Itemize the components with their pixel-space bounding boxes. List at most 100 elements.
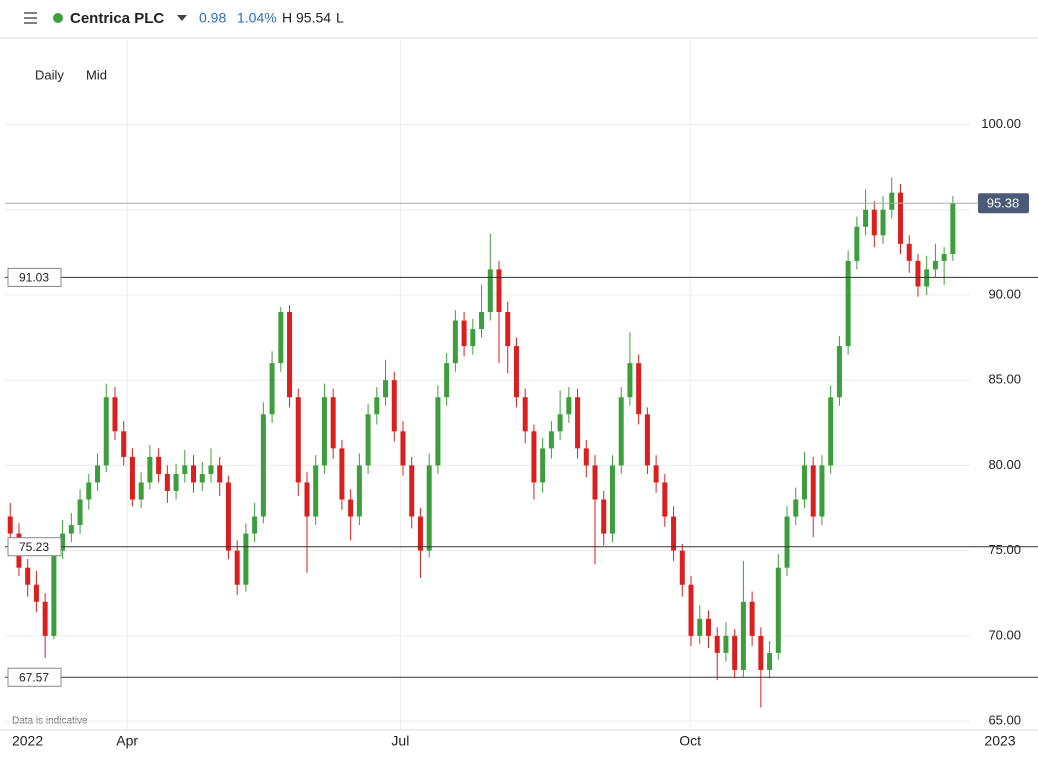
candle-body [33, 584, 39, 602]
candle-body [147, 456, 153, 483]
candle-body [400, 431, 406, 466]
candle-body [7, 516, 13, 534]
candle-body [278, 312, 284, 364]
candle-body [348, 499, 354, 517]
candle-body [714, 635, 720, 653]
price-type-button[interactable]: Mid [86, 67, 107, 82]
candle-body [95, 465, 101, 483]
candle-body [740, 601, 746, 670]
x-tick-label: 2023 [984, 733, 1015, 749]
candle-body [260, 414, 266, 517]
candle-body [269, 363, 275, 415]
candle-body [801, 465, 807, 500]
candle-body [871, 209, 877, 236]
candle-body [889, 192, 895, 210]
candle-body [557, 414, 563, 432]
candle-body [138, 482, 144, 500]
candle-body [836, 346, 842, 398]
candle-body [784, 516, 790, 568]
candle-body [732, 635, 738, 670]
candle-body [452, 320, 458, 364]
candle-body [435, 397, 441, 466]
candle-body [199, 473, 205, 483]
candle-body [243, 533, 249, 585]
candle-body [705, 618, 711, 636]
candle-body [671, 516, 677, 551]
candle-body [618, 397, 624, 466]
candle-body [810, 465, 816, 517]
high: H 95.54 [282, 10, 331, 26]
candle-body [374, 397, 380, 415]
candle-body [854, 226, 860, 261]
change: 0.98 [199, 10, 226, 26]
candle-body [426, 465, 432, 551]
candle-body [583, 448, 589, 466]
candle-body [915, 260, 921, 287]
level-label-box [7, 667, 62, 687]
candle-body [470, 329, 476, 347]
candle-body [601, 499, 607, 534]
candle-body [68, 525, 74, 534]
candle-body [77, 499, 83, 526]
y-tick-label: 80.00 [988, 457, 1021, 472]
status-dot [53, 13, 63, 23]
candle-body [627, 363, 633, 398]
y-tick-label: 75.00 [988, 542, 1021, 557]
candle-body [42, 601, 48, 636]
y-tick-label: 70.00 [988, 627, 1021, 642]
candle-body [679, 550, 685, 585]
candle-body [173, 473, 179, 491]
candle-body [112, 397, 118, 432]
level-label: 67.57 [19, 670, 49, 684]
candle-body [156, 456, 162, 474]
candle-body [234, 550, 240, 585]
candle-body [932, 260, 938, 270]
y-tick-label: 65.00 [988, 713, 1021, 728]
candle-body [339, 448, 345, 500]
candle-body [793, 499, 799, 517]
candle-body [505, 312, 511, 347]
menu-icon[interactable] [24, 12, 37, 24]
candle-body [767, 652, 773, 670]
low: L [336, 10, 344, 26]
candle-body [566, 397, 572, 415]
candle-body [25, 567, 31, 585]
level-label: 75.23 [19, 540, 49, 554]
candle-body [723, 635, 729, 653]
candle-body [208, 465, 214, 474]
candle-body [845, 260, 851, 347]
candle-body [121, 431, 127, 457]
candle-body [461, 320, 467, 347]
candle-body [365, 414, 371, 466]
candle-body [644, 414, 650, 466]
instrument-name[interactable]: Centrica PLC [70, 10, 164, 27]
candle-body [86, 482, 92, 500]
candle-body [828, 397, 834, 466]
dropdown-arrow[interactable] [177, 15, 187, 21]
candle-body [575, 397, 581, 449]
candle-body [409, 465, 415, 517]
candle-body [749, 601, 755, 636]
candle-body [819, 465, 825, 517]
candle-body [304, 482, 310, 517]
candle-body [383, 380, 389, 398]
level-label-box [7, 537, 62, 557]
candle-body [522, 397, 528, 432]
candle-body [592, 465, 598, 500]
candle-body [164, 473, 170, 491]
candle-body [60, 533, 66, 551]
interval-button[interactable]: Daily [35, 67, 64, 82]
candle-body [313, 465, 319, 517]
candle-body [758, 635, 764, 670]
candle-body [906, 243, 912, 261]
candle-body [330, 397, 336, 449]
candle-body [697, 618, 703, 636]
candle-body [103, 397, 109, 466]
candle-body [898, 192, 903, 244]
candle-body [941, 254, 947, 261]
last-price-box [978, 193, 1029, 214]
last-price-label: 95.38 [987, 196, 1020, 211]
candle-body [548, 431, 554, 449]
